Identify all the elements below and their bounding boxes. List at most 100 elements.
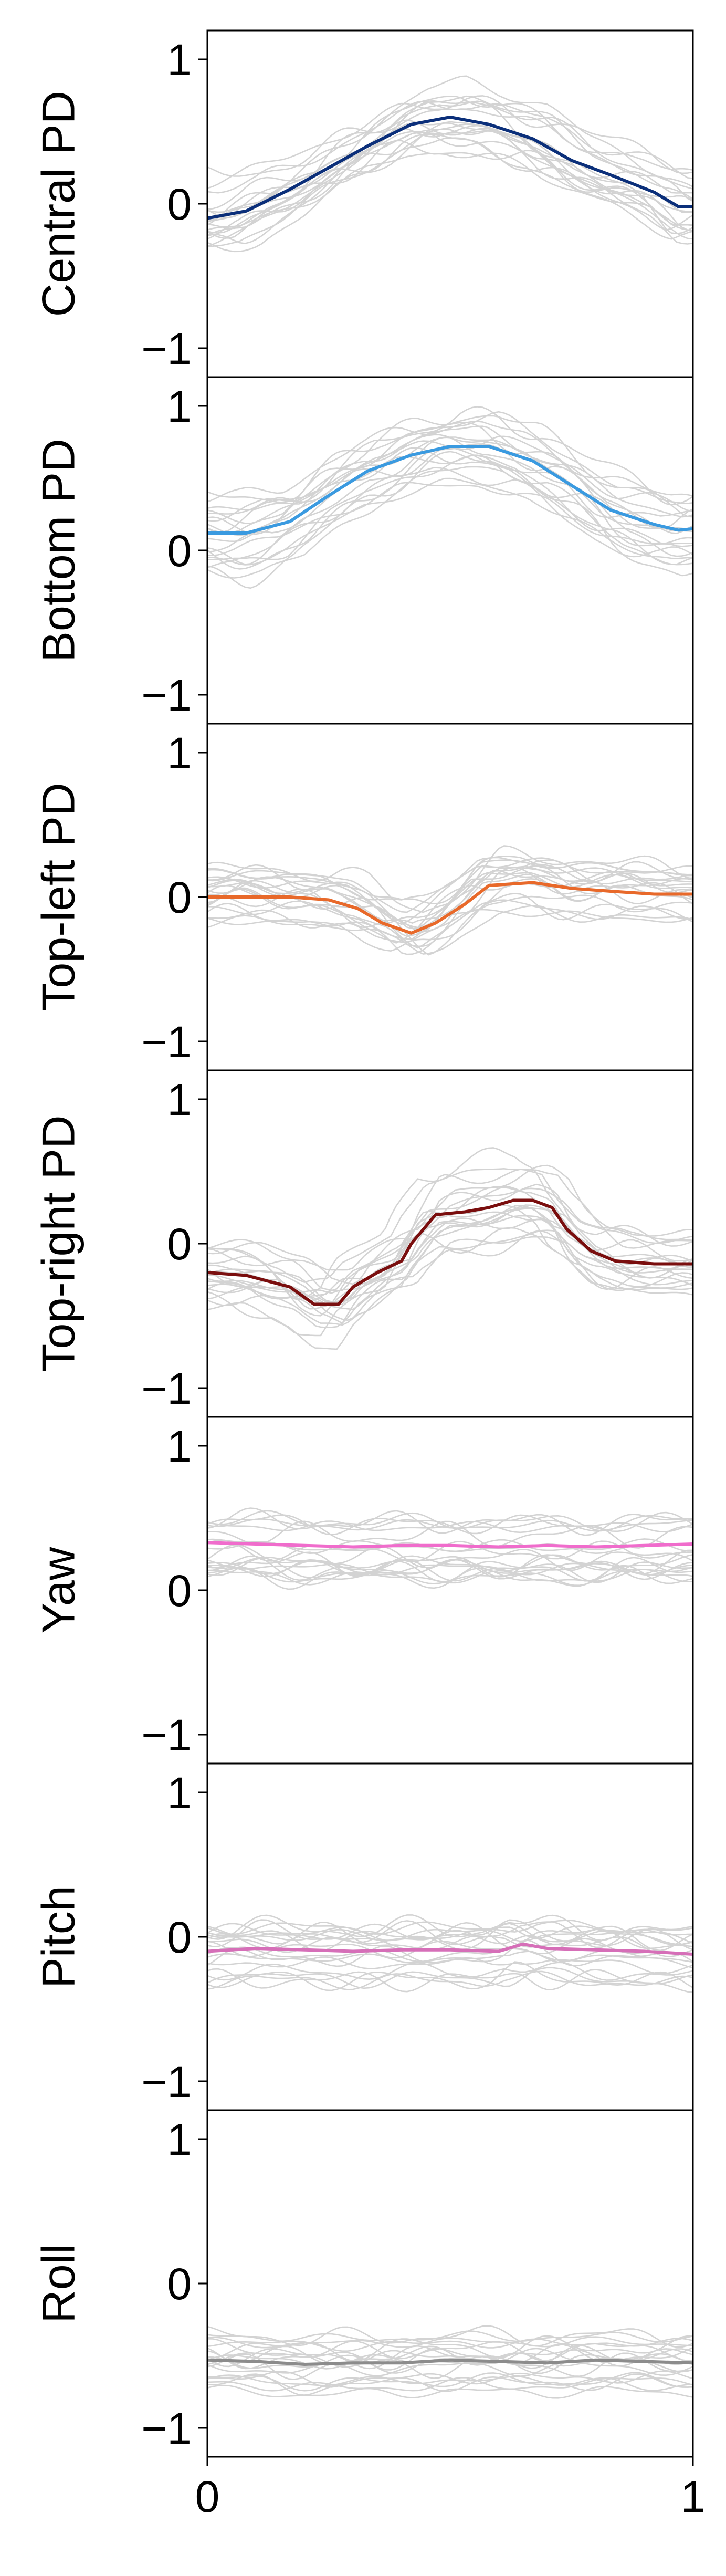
panel-0-ylabel: Central PD — [32, 91, 84, 317]
panel-6-trace-14 — [207, 2325, 693, 2348]
panel-5-trace-5 — [207, 1967, 693, 1989]
panel-5-trace-14 — [207, 1970, 693, 1990]
panel-5-ylabel: Pitch — [32, 1885, 84, 1988]
panel-5-trace-1 — [207, 1922, 693, 1952]
panel-2-ytick-label-2: 1 — [167, 728, 192, 778]
panel-1-trace-0 — [207, 411, 693, 518]
panel-6-trace-13 — [207, 2336, 693, 2349]
panel-0-ytick-label-0: −1 — [141, 324, 192, 373]
panel-0-trace-9 — [207, 130, 693, 222]
panel-5-ytick-label-2: 1 — [167, 1768, 192, 1818]
panel-0-trace-15 — [207, 95, 693, 223]
panel-2-ytick-label-0: −1 — [141, 1017, 192, 1067]
panel-6-ytick-label-2: 1 — [167, 2115, 192, 2164]
panel-4-trace-18 — [207, 1520, 693, 1549]
panel-6-trace-9 — [207, 2384, 693, 2399]
panel-0-trace-19 — [207, 140, 693, 226]
panel-1-ytick-label-1: 0 — [167, 526, 192, 576]
panel-2-trace-14 — [207, 864, 693, 937]
panel-1-trace-19 — [207, 467, 693, 569]
panel-6-trace-16 — [207, 2352, 693, 2380]
panel-1-trace-13 — [207, 425, 693, 536]
panel-4-trace-1 — [207, 1559, 693, 1576]
panel-3-trace-15 — [207, 1187, 693, 1271]
panel-3-mean-line — [207, 1198, 693, 1306]
panel-5-ytick-label-0: −1 — [141, 2057, 192, 2106]
panel-0-trace-12 — [207, 100, 693, 218]
panel-4-trace-5 — [207, 1510, 693, 1531]
panel-1-trace-2 — [207, 455, 693, 566]
panel-1-ylabel: Bottom PD — [32, 439, 84, 662]
panel-6-ytick-label-1: 0 — [167, 2259, 192, 2309]
panel-5-trace-6 — [207, 1938, 693, 1959]
panel-5-trace-17 — [207, 1968, 693, 1993]
panel-1-trace-3 — [207, 436, 693, 525]
panel-6-trace-10 — [207, 2374, 693, 2386]
panel-5-trace-11 — [207, 1950, 693, 1969]
panel-2-ytick-label-1: 0 — [167, 873, 192, 922]
panel-1-mean-line — [207, 445, 693, 535]
xtick-label-1: 1 — [681, 2472, 706, 2521]
panel-1-trace-16 — [207, 451, 693, 589]
panel-5-ytick-label-1: 0 — [167, 1913, 192, 1962]
panel-3-trace-19 — [207, 1205, 693, 1328]
panel-3-trace-17 — [207, 1217, 693, 1294]
panel-6-trace-5 — [207, 2338, 693, 2352]
panel-0-trace-4 — [207, 131, 693, 220]
panel-3-trace-6 — [207, 1207, 693, 1350]
panel-0-mean-line — [207, 116, 693, 220]
panel-4-ytick-label-0: −1 — [141, 1711, 192, 1760]
panel-1-ytick-label-0: −1 — [141, 671, 192, 720]
panel-5-trace-18 — [207, 1920, 693, 1935]
panel-0-trace-13 — [207, 128, 693, 236]
panel-3-ylabel: Top-right PD — [32, 1115, 84, 1372]
panel-1-trace-9 — [207, 406, 693, 506]
panel-6-trace-2 — [207, 2373, 693, 2396]
panel-1-trace-14 — [207, 454, 693, 553]
panel-0-trace-10 — [207, 152, 693, 232]
panel-2-trace-17 — [207, 873, 693, 947]
panel-3-ytick-label-1: 0 — [167, 1219, 192, 1269]
panel-3-ytick-label-2: 1 — [167, 1075, 192, 1124]
panel-4-ylabel: Yaw — [32, 1547, 84, 1633]
panel-6-ytick-label-0: −1 — [141, 2404, 192, 2453]
panel-5-mean-line — [207, 1942, 693, 1956]
panel-1-trace-15 — [207, 443, 693, 570]
panel-6-mean-line — [207, 2358, 693, 2366]
panel-4-trace-19 — [207, 1565, 693, 1590]
panel-5-trace-12 — [207, 1956, 693, 1975]
panel-0-ytick-label-2: 1 — [167, 35, 192, 85]
panel-6-trace-19 — [207, 2372, 693, 2392]
panel-2-trace-1 — [207, 905, 693, 955]
panel-4-trace-15 — [207, 1539, 693, 1563]
panel-6-frame — [206, 2109, 694, 2458]
panel-4-ytick-label-1: 0 — [167, 1566, 192, 1615]
panel-4-mean-line — [207, 1541, 693, 1549]
panel-0-trace-17 — [207, 95, 693, 177]
panel-4-ytick-label-2: 1 — [167, 1422, 192, 1471]
panel-2-trace-19 — [207, 859, 693, 913]
panel-2-mean-line — [207, 881, 693, 935]
panel-6-trace-18 — [207, 2345, 693, 2367]
panel-1-ytick-label-2: 1 — [167, 382, 192, 431]
panel-3-trace-13 — [207, 1147, 693, 1301]
panel-2-ylabel: Top-left PD — [32, 783, 84, 1011]
panel-4-trace-17 — [207, 1544, 693, 1571]
panel-4-trace-16 — [207, 1557, 693, 1583]
panel-3-ytick-label-0: −1 — [141, 1364, 192, 1413]
panel-1-trace-18 — [207, 415, 693, 522]
panel-0-trace-2 — [207, 122, 693, 245]
panel-0-ytick-label-1: 0 — [167, 180, 192, 229]
panel-3-trace-8 — [207, 1229, 693, 1326]
panel-5-trace-19 — [207, 1928, 693, 1946]
panel-0-trace-18 — [207, 100, 693, 194]
panel-6-trace-12 — [207, 2370, 693, 2388]
panel-6-trace-15 — [207, 2361, 693, 2377]
panel-0-trace-11 — [207, 133, 693, 239]
panel-1-trace-17 — [207, 420, 693, 503]
panel-5-trace-4 — [207, 1923, 693, 1952]
panel-1-trace-11 — [207, 434, 693, 543]
panel-4-trace-9 — [207, 1511, 693, 1536]
panel-0-trace-7 — [207, 121, 693, 247]
